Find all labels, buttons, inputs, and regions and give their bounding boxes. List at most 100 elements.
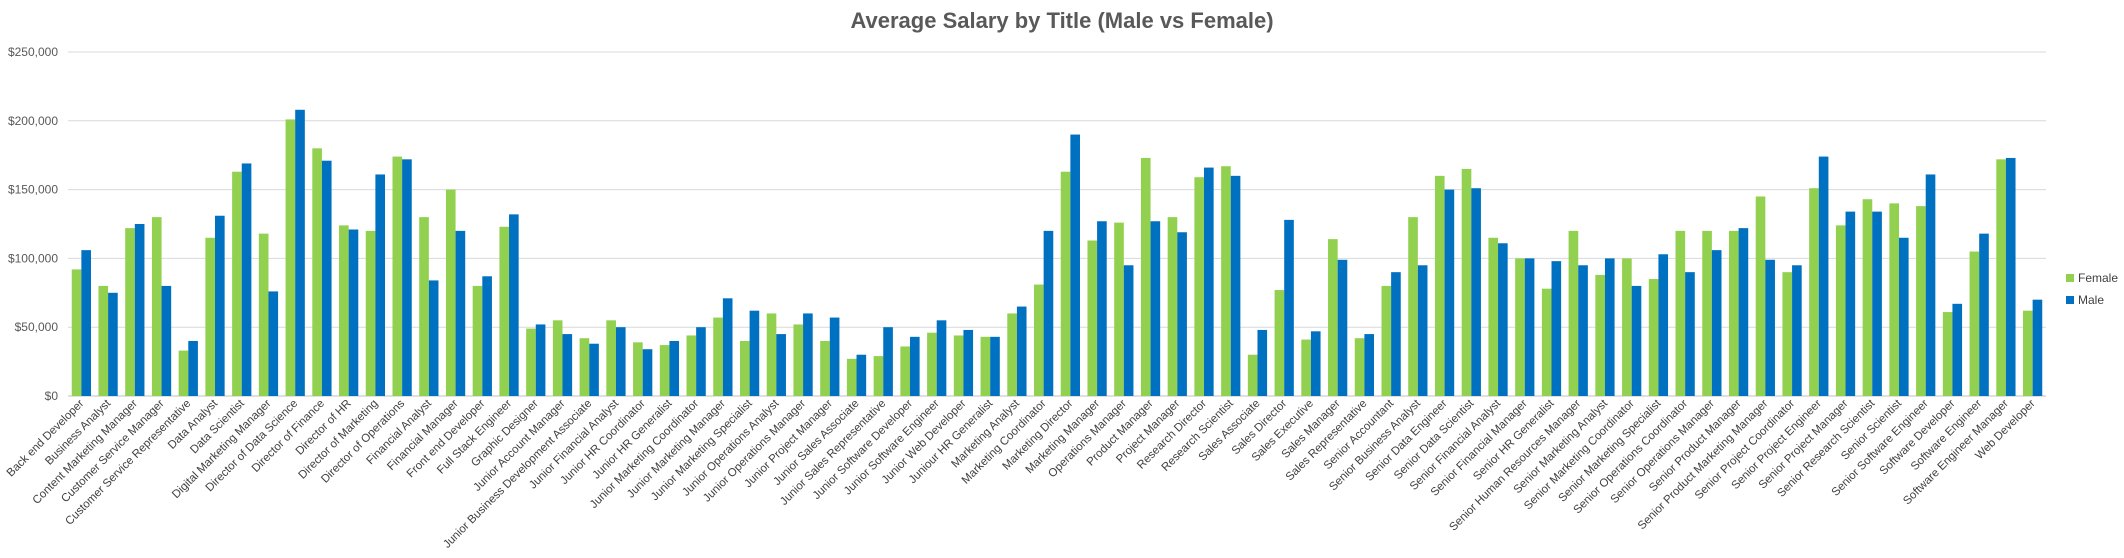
bar-female: Junior Marketing Manager — Female: $57,0… — [713, 317, 723, 396]
bar-male: Senior Operations Coordinator — Male: $9… — [1685, 272, 1695, 396]
bar-male: Marketing Director — Male: $190,000 — [1070, 134, 1080, 396]
bar-male: Director of Finance — Male: $171,000 — [321, 160, 332, 396]
y-tick-label: $100,000 — [8, 251, 58, 265]
bar-male: Financial Analyst — Male: $84,000 — [428, 280, 439, 396]
bar-male: Senior Data Engineer — Male: $150,000 — [1444, 189, 1455, 396]
bar-female: Data Scientist — Female: $163,000 — [232, 171, 242, 396]
bar-female: Director of Marketing — Female: $120,000 — [365, 230, 376, 396]
bar-female: Junior Financial Analyst — Female: $55,0… — [606, 320, 616, 396]
bar-male: Junior Software Engineer — Male: $55,000 — [936, 320, 947, 396]
bar-male: Junior Marketing Coordinator — Male: $50… — [696, 327, 706, 396]
bar-male: Operations Manager — Male: $95,000 — [1123, 265, 1134, 396]
bar-male: Senior HR Generalist — Male: $98,000 — [1551, 261, 1562, 396]
bar-female: Junior Marketing Specialist — Female: $4… — [739, 340, 750, 396]
bar-female: Junior Account Manager — Female: $55,000 — [552, 320, 563, 396]
bar-female: Senior Accountant — Female: $80,000 — [1381, 285, 1392, 396]
bar-male: Junior HR Generalist — Male: $40,000 — [669, 340, 680, 396]
y-tick-label: $50,000 — [15, 320, 59, 334]
bar-male: Back end Developer — Male: $106,000 — [81, 250, 91, 396]
bar-male: Senior Marketing Analyst — Male: $100,00… — [1604, 258, 1615, 396]
bar-female: Senior HR Generalist — Female: $78,000 — [1541, 288, 1552, 396]
bar-male: Data Scientist — Male: $169,000 — [241, 163, 252, 396]
bar-female: Junior Sales Associate — Female: $27,000 — [846, 358, 857, 396]
bar-male: Junior Sales Associate — Male: $30,000 — [856, 354, 867, 396]
bar-female: Senior Operations Coordinator — Female: … — [1675, 230, 1686, 396]
bar-male: Senior Business Analyst — Male: $95,000 — [1417, 265, 1428, 396]
bar-female: Research Director — Female: $159,000 — [1194, 177, 1205, 396]
bar-female: Junior Business Development Associate — … — [579, 338, 590, 396]
bar-male: Research Scientist — Male: $160,000 — [1230, 175, 1241, 396]
bar-female: Back end Developer — Female: $92,000 — [71, 269, 82, 396]
bar-female: Product Manager — Female: $173,000 — [1140, 157, 1151, 396]
bar-male: Senior Financial Analyst — Male: $111,00… — [1498, 243, 1508, 396]
bar-female: Research Scientist — Female: $167,000 — [1221, 166, 1231, 396]
bar-male: Junior HR Coordinator — Male: $34,000 — [642, 349, 653, 396]
bar-female: Junior Operations Manager — Female: $52,… — [793, 324, 804, 396]
bar-male: Full Stack Engineer — Male: $132,000 — [509, 214, 519, 396]
bar-female: Senior Marketing Analyst — Female: $88,0… — [1595, 274, 1605, 396]
legend-label-female: Female — [2078, 271, 2118, 285]
bar-female: Marketing Manager — Female: $113,000 — [1087, 240, 1098, 396]
bar-female: Customer Service Representative — Female… — [178, 350, 189, 396]
bar-female: Graphic Designer — Female: $49,000 — [526, 328, 536, 396]
bar-male: Software Developer — Male: $67,000 — [1952, 303, 1963, 396]
bar-male: Senior Marketing Coordinator — Male: $80… — [1631, 285, 1642, 396]
bar-male: Junior Project Manager — Male: $57,000 — [829, 317, 840, 396]
bar-male: Sales Representative — Male: $45,000 — [1364, 334, 1375, 396]
bar-female: Junior Operations Analyst — Female: $60,… — [766, 313, 777, 396]
bar-male: Senior Product Manager — Male: $122,000 — [1738, 228, 1749, 396]
bar-male: Sales Manager — Male: $99,000 — [1337, 259, 1348, 396]
bar-male: Junior Web Developer — Male: $48,000 — [963, 329, 974, 396]
legend-label-male: Male — [2078, 293, 2104, 307]
bar-female: Junior Marketing Coordinator — Female: $… — [686, 335, 697, 396]
bar-female: Senior Data Engineer — Female: $160,000 — [1434, 175, 1445, 396]
bar-male: Customer Service Manager — Male: $80,000 — [161, 285, 172, 396]
bar-female: Director of HR — Female: $124,000 — [339, 225, 349, 396]
bar-male: Senior Project Manager — Male: $134,000 — [1845, 211, 1856, 396]
bar-female: Sales Director — Female: $77,000 — [1274, 290, 1285, 396]
bar-male: Senior Product Marketing Manager — Male:… — [1765, 259, 1775, 396]
bar-female: Director of Data Science — Female: $201,… — [285, 119, 296, 396]
bar-female: Junior Project Manager — Female: $40,000 — [820, 340, 830, 396]
bar-male: Junior Financial Analyst — Male: $50,000 — [615, 327, 626, 396]
bar-female: Financial Analyst — Female: $130,000 — [419, 217, 429, 396]
bar-female: Digital Marketing Manager — Female: $118… — [258, 233, 269, 396]
bar-female: Senior Product Manager — Female: $120,00… — [1728, 230, 1739, 396]
chart-title: Average Salary by Title (Male vs Female) — [850, 8, 1274, 33]
bar-male: Senior Scientist — Male: $115,000 — [1898, 237, 1909, 396]
x-tick-label: Content Marketing Manager — [31, 398, 140, 507]
bar-male: Content Marketing Manager — Male: $125,0… — [134, 224, 145, 396]
bar-male: Digital Marketing Manager — Male: $76,00… — [268, 291, 279, 396]
bar-female: Senior Business Analyst — Female: $130,0… — [1408, 217, 1418, 396]
bar-male: Senior Operations Manager — Male: $106,0… — [1711, 250, 1722, 396]
bar-male: Senior Accountant — Male: $90,000 — [1391, 272, 1401, 396]
bar-female: Senior Project Manager — Female: $124,00… — [1835, 225, 1846, 396]
bar-male: Software Engineer Manager — Male: $173,0… — [2005, 157, 2016, 396]
bar-male: Junior Sales Representative — Male: $50,… — [883, 327, 893, 396]
bar-female: Senior Research Scientist — Female: $143… — [1862, 199, 1873, 396]
bar-male: Junior Marketing Manager — Male: $71,000 — [722, 298, 733, 396]
bar-male: Junior Business Development Associate — … — [589, 343, 599, 396]
bar-male: Junior Software Developer — Male: $43,00… — [909, 336, 920, 396]
bar-male: Product Manager — Male: $127,000 — [1150, 221, 1161, 396]
bar-female: Senior Marketing Specialist — Female: $8… — [1648, 279, 1659, 396]
bar-female: Sales Associate — Female: $30,000 — [1247, 354, 1258, 396]
bar-female: Senior Software Engineer — Female: $138,… — [1916, 206, 1926, 396]
bar-male: Web Developer — Male: $70,000 — [2032, 299, 2043, 396]
bar-male: Director of Operations — Male: $172,000 — [402, 159, 412, 396]
bar-female: Senior Product Marketing Manager — Femal… — [1755, 196, 1766, 396]
bar-male: Sales Associate — Male: $48,000 — [1257, 329, 1268, 396]
y-tick-label: $150,000 — [8, 183, 58, 197]
bar-male: Graphic Designer — Male: $52,000 — [535, 324, 546, 396]
bar-male: Senior Project Coordinator — Male: $95,0… — [1792, 265, 1802, 396]
bar-female: Sales Manager — Female: $114,000 — [1328, 239, 1338, 396]
bar-male: Marketing Analyst — Male: $65,000 — [1016, 306, 1027, 396]
bar-female: Senior Data Scientist — Female: $165,000 — [1461, 168, 1472, 396]
bar-female: Customer Service Manager — Female: $130,… — [151, 217, 162, 396]
legend-swatch-male — [2066, 296, 2074, 304]
bar-female: Marketing Director — Female: $163,000 — [1060, 171, 1071, 396]
bar-male: Senior Data Scientist — Male: $151,000 — [1471, 188, 1481, 396]
bar-male: Research Director — Male: $166,000 — [1204, 167, 1214, 396]
bar-male: Director of HR — Male: $121,000 — [348, 229, 359, 396]
